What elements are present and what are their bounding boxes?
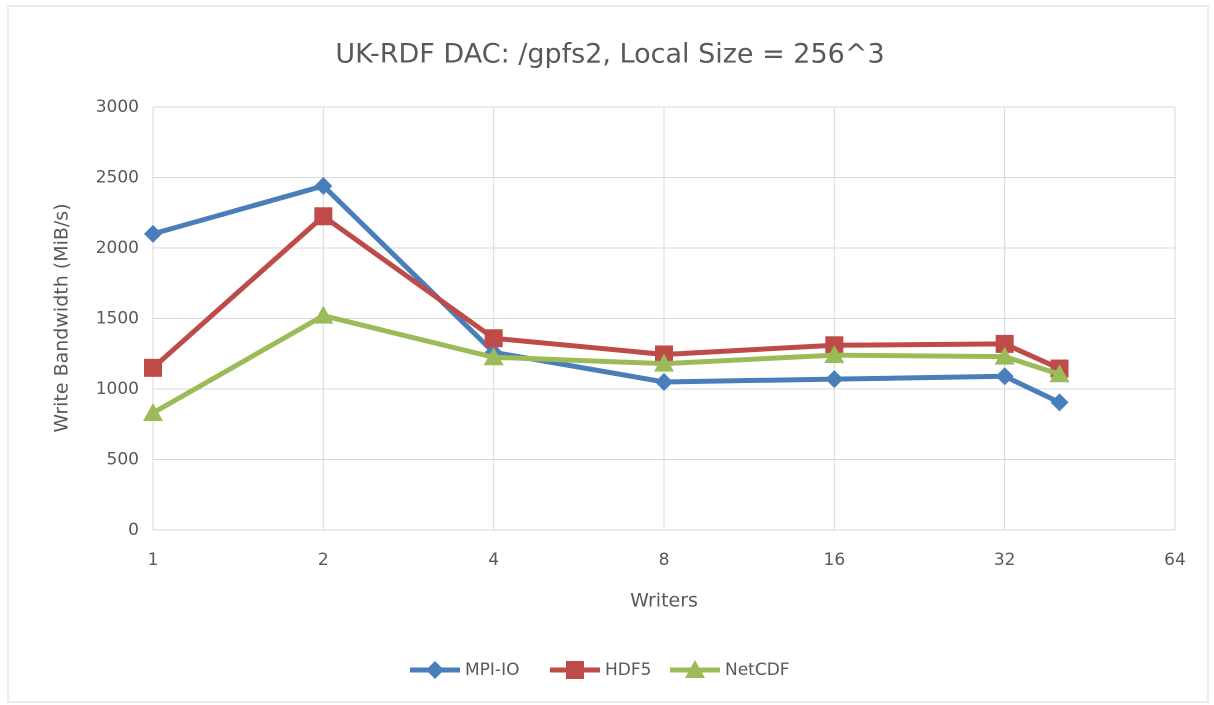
- legend-marker: [426, 661, 444, 679]
- x-tick-label: 8: [659, 550, 670, 570]
- y-tick-label: 500: [107, 450, 139, 470]
- data-point: [143, 402, 163, 421]
- data-point: [484, 329, 503, 348]
- y-tick-label: 2000: [96, 238, 139, 258]
- data-point: [995, 334, 1014, 353]
- data-point: [1049, 364, 1070, 383]
- data-point: [314, 207, 333, 226]
- data-point: [825, 370, 844, 389]
- data-point: [483, 347, 504, 366]
- legend-label: NetCDF: [725, 660, 790, 680]
- x-tick-label: 16: [824, 550, 846, 570]
- data-point: [824, 345, 845, 364]
- y-tick-label: 2500: [96, 168, 139, 188]
- x-tick-label: 32: [994, 550, 1016, 570]
- chart-title: UK-RDF DAC: /gpfs2, Local Size = 256^3: [335, 39, 884, 70]
- y-tick-label: 0: [128, 520, 139, 540]
- legend-label: MPI-IO: [465, 660, 519, 680]
- x-axis-label: Writers: [630, 590, 698, 612]
- data-point: [995, 367, 1014, 386]
- y-tick-label: 1500: [96, 309, 139, 329]
- data-point: [313, 305, 334, 324]
- y-tick-label: 1000: [96, 379, 139, 399]
- x-tick-label: 4: [488, 550, 499, 570]
- data-point: [314, 176, 333, 195]
- x-tick-label: 64: [1164, 550, 1186, 570]
- x-tick-label: 1: [148, 550, 159, 570]
- legend-marker: [566, 661, 584, 679]
- data-point: [655, 372, 673, 391]
- data-point: [1050, 393, 1069, 412]
- data-point: [144, 358, 162, 377]
- legend-label: HDF5: [605, 660, 651, 680]
- data-point: [994, 346, 1015, 365]
- y-axis-label: Write Bandwidth (MiB/s): [51, 203, 73, 432]
- legend-marker: [685, 660, 705, 678]
- data-point: [654, 353, 674, 372]
- y-tick-label: 3000: [96, 97, 139, 117]
- data-point: [144, 224, 162, 243]
- x-tick-label: 2: [318, 550, 329, 570]
